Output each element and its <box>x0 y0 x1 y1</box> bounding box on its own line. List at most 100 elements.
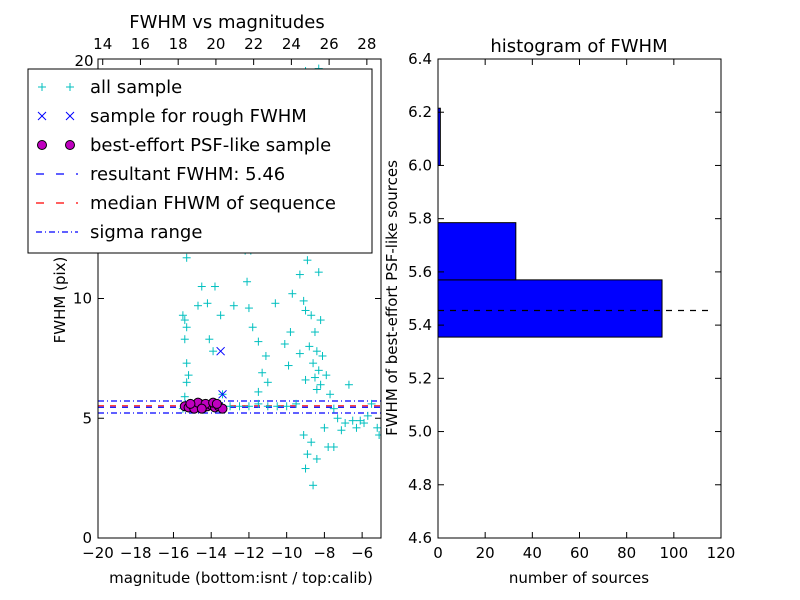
point-0-3 <box>180 335 189 344</box>
y-tick-label-2: 10 <box>73 290 92 308</box>
point-0-59 <box>352 423 361 432</box>
point-0-27 <box>261 351 270 360</box>
point-0-100 <box>314 366 323 375</box>
scatter-title: FWHM vs magnitudes <box>129 12 324 33</box>
x-tick-label-5: −10 <box>271 544 303 562</box>
point-0-81 <box>235 402 244 411</box>
point-0-43 <box>310 373 319 382</box>
legend-entry-1: sample for rough FWHM <box>37 106 307 127</box>
legend-label-5: sigma range <box>90 222 202 243</box>
point-2-16 <box>196 403 207 414</box>
point-0-95 <box>303 256 312 265</box>
x-tick-label-1: −18 <box>120 544 152 562</box>
top-tick-label-0: 14 <box>93 35 112 53</box>
scatter-plot-area <box>98 64 381 490</box>
point-0-78 <box>263 402 272 411</box>
top-tick-label-4: 22 <box>244 35 263 53</box>
top-tick-label-3: 20 <box>206 35 225 53</box>
legend-entry-5: sigma range <box>36 222 202 243</box>
point-0-11 <box>203 299 212 308</box>
top-tick-label-1: 16 <box>131 35 150 53</box>
point-0-74 <box>329 442 338 451</box>
x-tick-label-4: −12 <box>233 544 265 562</box>
point-0-12 <box>193 301 202 310</box>
point-0-24 <box>254 387 263 396</box>
point-0-99 <box>312 347 321 356</box>
point-0-64 <box>373 423 381 432</box>
point-0-20 <box>248 323 257 332</box>
legend-marker-1-b <box>65 111 75 121</box>
y-tick-label-1: 5 <box>82 409 92 427</box>
legend-entry-3: resultant FWHM: 5.46 <box>36 164 285 185</box>
legend-label-2: best-effort PSF-like sample <box>90 135 331 156</box>
legend-label-0: all sample <box>90 77 182 98</box>
x-tick-label-7: −6 <box>351 544 373 562</box>
y-tick-label-0: 0 <box>82 529 92 547</box>
histogram-bar-0 <box>437 279 663 338</box>
point-1-1 <box>218 389 227 399</box>
legend-marker-2-b <box>65 140 75 150</box>
point-0-88 <box>284 361 293 370</box>
point-0-69 <box>312 454 321 463</box>
point-0-56 <box>341 419 350 428</box>
hist-x-tick-label-2: 40 <box>523 544 542 562</box>
series-2 <box>179 397 228 414</box>
x-tick-label-0: −20 <box>82 544 114 562</box>
scatter-x-axis-label: magnitude (bottom:isnt / top:calib) <box>109 569 373 587</box>
point-0-14 <box>205 335 214 344</box>
hist-y-tick-label-9: 6.4 <box>408 50 432 68</box>
point-0-8 <box>182 253 191 262</box>
point-0-61 <box>360 419 369 428</box>
point-0-77 <box>273 402 282 411</box>
point-0-18 <box>243 277 252 286</box>
point-0-15 <box>209 347 218 356</box>
point-0-48 <box>314 268 323 277</box>
scatter-legend: all sample sample for rough FWHM best-effo… <box>27 68 373 254</box>
point-0-72 <box>320 423 329 432</box>
point-0-47 <box>301 375 310 384</box>
hist-x-tick-label-3: 60 <box>570 544 589 562</box>
hist-y-tick-label-2: 5.0 <box>408 423 432 441</box>
point-2-17 <box>211 398 222 409</box>
point-0-13 <box>216 311 225 320</box>
point-0-98 <box>310 328 319 337</box>
legend-marker-2-a <box>37 140 47 150</box>
legend-entry-0: all sample <box>38 77 182 98</box>
hist-y-tick-label-1: 4.8 <box>408 476 432 494</box>
histogram-y-axis-label: FWHM of best-effort PSF-like sources <box>383 160 401 436</box>
legend-label-4: median FHWM of sequence <box>90 193 336 214</box>
point-0-7 <box>180 392 189 401</box>
point-1-0 <box>216 346 225 356</box>
point-0-52 <box>326 390 335 399</box>
point-0-17 <box>229 301 238 310</box>
legend-box <box>27 68 373 254</box>
scatter-ticks: −20 −18 −16 −14 −12 −10 −8 −6 0 5 10 14 16 18 20 22 24 26… <box>73 35 381 562</box>
point-0-22 <box>258 368 267 377</box>
point-0-67 <box>301 464 310 473</box>
point-0-5 <box>184 371 193 380</box>
top-tick-label-6: 26 <box>320 35 339 53</box>
point-0-76 <box>282 402 291 411</box>
point-0-28 <box>271 299 280 308</box>
top-tick-label-7: 28 <box>357 35 376 53</box>
point-0-0 <box>178 311 187 320</box>
hist-x-tick-label-4: 80 <box>617 544 636 562</box>
hist-y-tick-label-8: 6.2 <box>408 103 432 121</box>
legend-label-1: sample for rough FWHM <box>90 106 307 127</box>
point-0-58 <box>348 416 357 425</box>
point-0-96 <box>299 296 308 305</box>
point-0-42 <box>309 359 318 368</box>
point-0-49 <box>316 316 325 325</box>
legend-marker-0-a <box>38 83 46 91</box>
hist-y-tick-label-3: 5.2 <box>408 369 432 387</box>
point-0-51 <box>322 371 331 380</box>
point-0-82 <box>226 402 235 411</box>
point-0-10 <box>210 282 219 291</box>
point-0-65 <box>375 431 381 440</box>
legend-marker-0-b <box>66 83 74 91</box>
histogram-ticks: 0 20 40 60 80 100 120 4.6 4.8 5.0 5.2 5.4 5.6 5.8 6.0 6… <box>408 50 735 562</box>
point-0-1 <box>180 316 189 325</box>
point-0-66 <box>303 450 312 459</box>
scatter-y-axis-label: FWHM (pix) <box>51 257 69 344</box>
